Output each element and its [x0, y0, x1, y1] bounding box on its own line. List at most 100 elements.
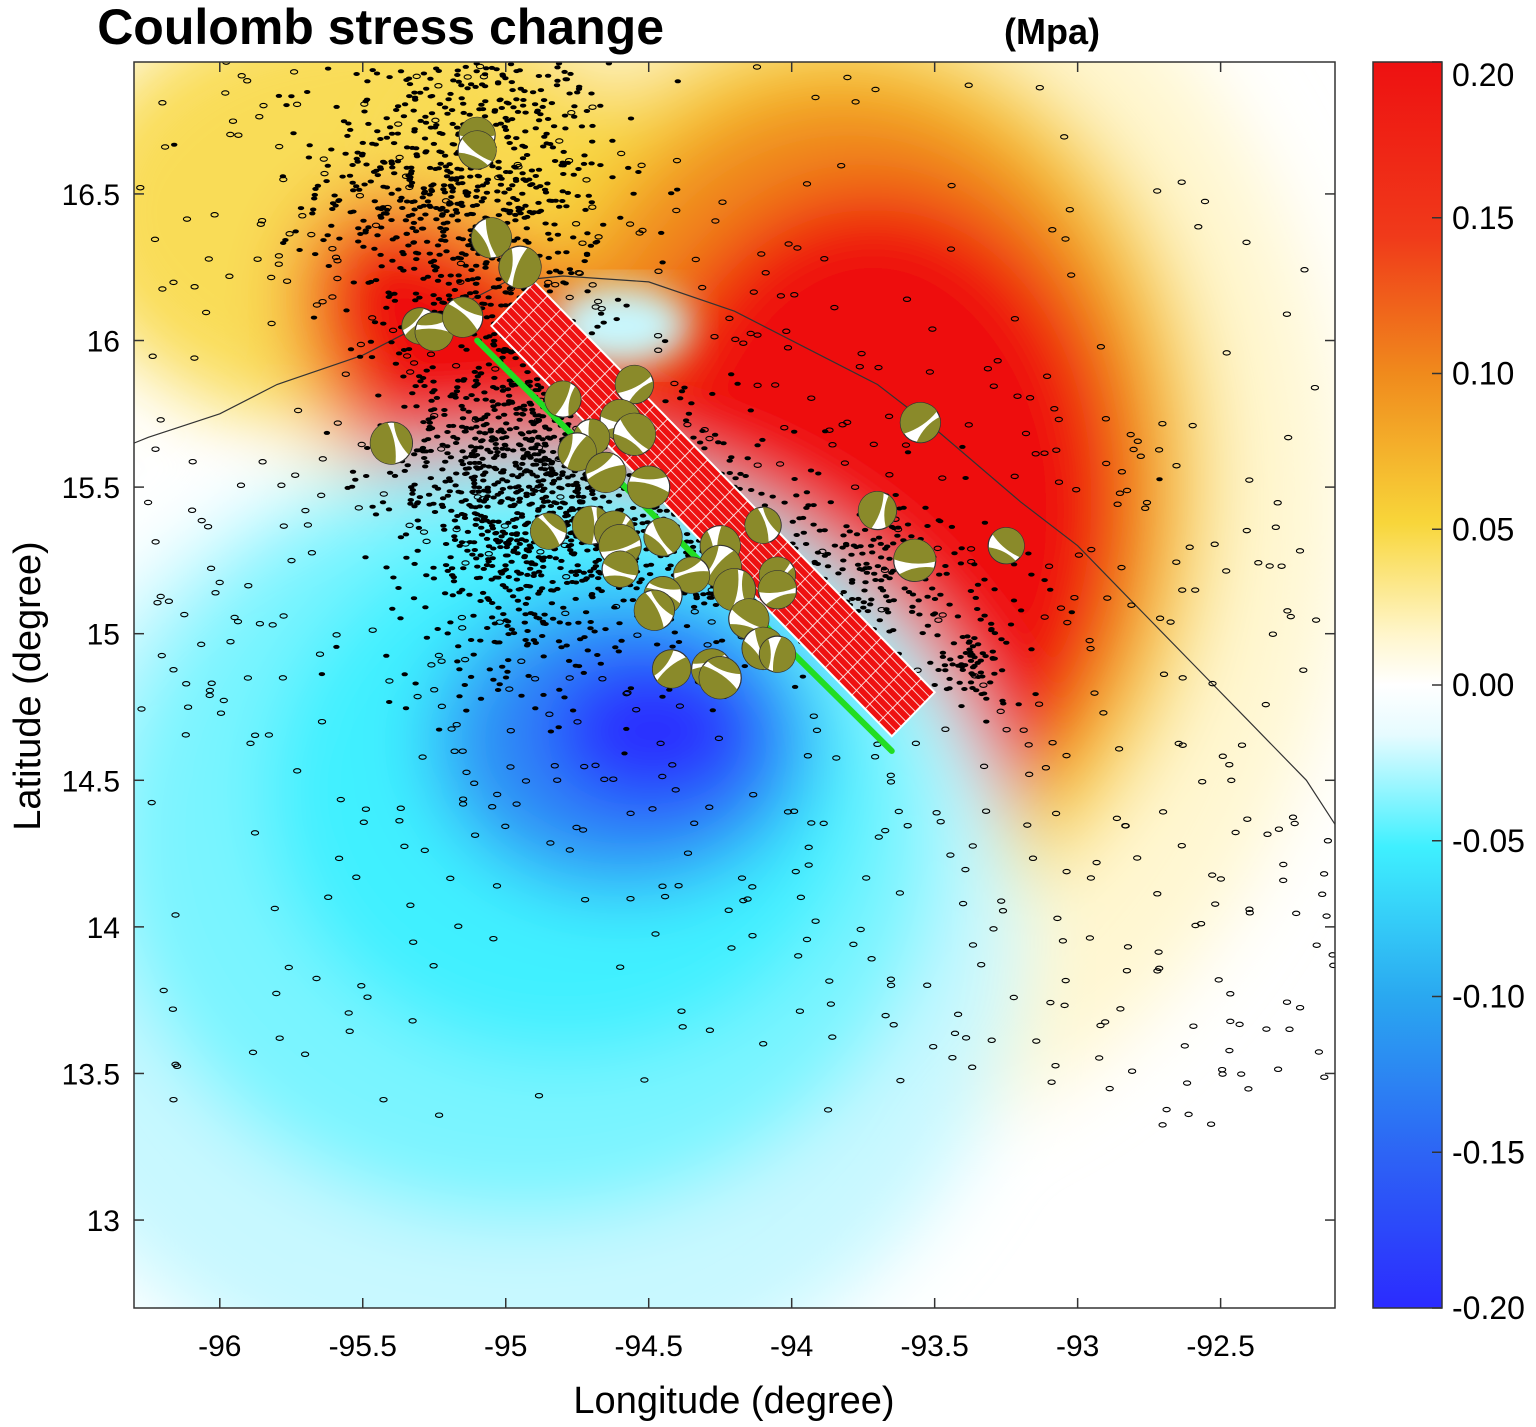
earthquake-point [942, 564, 949, 568]
earthquake-point [646, 572, 654, 577]
rupture-grid-line [798, 596, 842, 641]
earthquake-point [855, 596, 862, 601]
earthquake-point [469, 552, 476, 557]
fault-trace [474, 337, 895, 754]
earthquake-point [344, 1010, 353, 1016]
earthquake-point [482, 99, 489, 104]
earthquake-point [1060, 1002, 1069, 1009]
earthquake-point [405, 76, 413, 81]
earthquake-point [724, 907, 733, 914]
earthquake-point [527, 566, 534, 571]
earthquake-point [496, 682, 503, 687]
earthquake-point [524, 520, 532, 525]
earthquake-point [495, 540, 502, 545]
earthquake-point [894, 808, 903, 815]
beachball-quadrant [558, 433, 573, 465]
earthquake-point [525, 484, 533, 489]
earthquake-point [939, 654, 947, 659]
earthquake-point [609, 175, 616, 180]
earthquake-point [473, 188, 481, 193]
earthquake-point [922, 505, 929, 510]
earthquake-point [1117, 564, 1126, 571]
earthquake-point [1237, 1071, 1246, 1077]
earthquake-point [620, 598, 627, 603]
earthquake-point [1285, 1026, 1294, 1033]
earthquake-point [534, 444, 544, 451]
earthquake-point [483, 315, 491, 320]
earthquake-point [529, 492, 536, 497]
earthquake-point [391, 473, 399, 478]
earthquake-point [522, 612, 529, 617]
earthquake-point [473, 397, 480, 402]
earthquake-point [734, 381, 741, 386]
earthquake-point [169, 279, 178, 286]
earthquake-point [830, 304, 839, 311]
earthquake-point [474, 184, 482, 189]
focal-mechanism [369, 421, 413, 465]
earthquake-point [924, 524, 931, 528]
earthquake-point [400, 374, 407, 379]
earthquake-point [156, 417, 165, 423]
earthquake-point [421, 136, 429, 141]
earthquake-point [445, 97, 452, 102]
earthquake-point [478, 199, 485, 204]
earthquake-point [519, 191, 526, 196]
beachball-quadrant [613, 433, 644, 456]
earthquake-point [567, 71, 574, 76]
earthquake-point [483, 335, 490, 340]
earthquake-point [1101, 1019, 1110, 1025]
earthquake-point [616, 964, 625, 970]
earthquake-point [430, 182, 437, 187]
earthquake-point [406, 82, 414, 87]
earthquake-point [584, 648, 591, 653]
earthquake-point [488, 615, 496, 620]
earthquake-point [728, 455, 735, 460]
earthquake-point [861, 588, 868, 593]
earthquake-point [444, 568, 451, 573]
earthquake-point [400, 348, 408, 352]
beachball-quadrant [713, 568, 739, 611]
earthquake-point [802, 181, 812, 187]
earthquake-point [494, 450, 501, 455]
earthquake-point [517, 431, 525, 436]
earthquake-point [431, 117, 440, 124]
earthquake-point [484, 529, 491, 534]
earthquake-point [292, 101, 302, 108]
earthquake-point [916, 612, 923, 617]
earthquake-point [509, 183, 516, 188]
earthquake-point [883, 594, 890, 599]
earthquake-point [388, 327, 398, 334]
earthquake-point [497, 545, 504, 550]
earthquake-point [453, 471, 460, 476]
earthquake-point [981, 577, 988, 582]
earthquake-point [505, 658, 512, 663]
earthquake-point [640, 1077, 649, 1083]
earthquake-point [623, 690, 632, 696]
earthquake-point [461, 683, 468, 687]
earthquake-point [501, 402, 508, 407]
earthquake-point [490, 677, 497, 682]
earthquake-point [460, 110, 467, 115]
earthquake-point [1225, 1047, 1234, 1054]
earthquake-point [535, 479, 542, 484]
earthquake-point [968, 1064, 977, 1071]
earthquake-point [705, 1027, 715, 1034]
earthquake-point [510, 448, 517, 453]
earthquake-point [471, 481, 478, 486]
earthquake-point [484, 596, 491, 601]
beachball-quadrant [568, 386, 581, 417]
earthquake-point [482, 431, 489, 436]
earthquake-point [497, 500, 504, 505]
earthquake-point [512, 463, 520, 468]
earthquake-point [1284, 434, 1293, 441]
beachball-quadrant [415, 328, 454, 351]
earthquake-point [459, 462, 467, 467]
earthquake-point [442, 459, 449, 464]
earthquake-point [803, 505, 810, 510]
earthquake-point [352, 874, 361, 881]
earthquake-point [411, 561, 418, 566]
earthquake-point [333, 275, 342, 282]
earthquake-point [495, 519, 502, 524]
earthquake-point [1003, 640, 1010, 645]
